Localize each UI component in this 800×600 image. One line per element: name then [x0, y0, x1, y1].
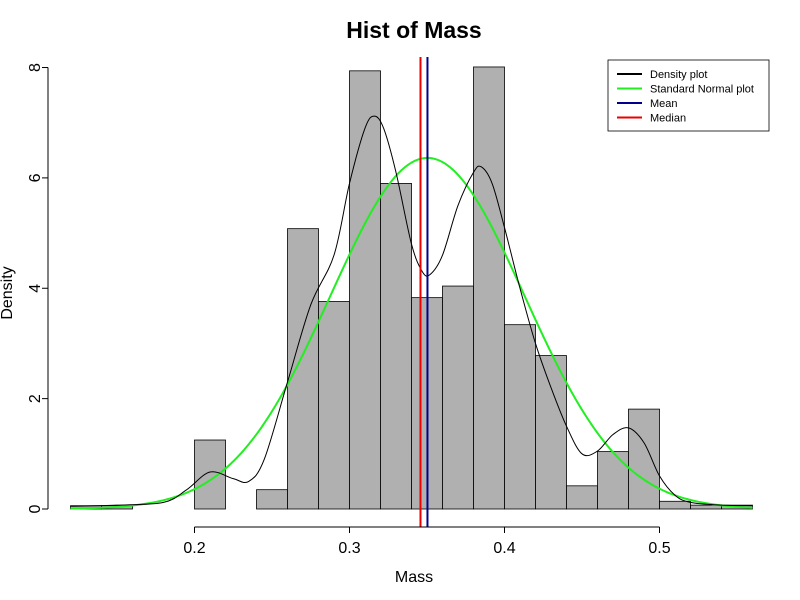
- y-axis-label: Density: [0, 266, 16, 319]
- legend-label: Density plot: [650, 69, 707, 81]
- x-tick-label: 0.5: [648, 540, 670, 557]
- x-tick-label: 0.4: [493, 540, 515, 557]
- histogram-bar: [287, 228, 319, 510]
- y-tick-label: 8: [27, 63, 44, 72]
- normal-curve-line: [70, 156, 753, 510]
- histogram-bar: [349, 70, 381, 510]
- histogram-bar: [597, 451, 629, 510]
- legend-label: Median: [650, 113, 686, 125]
- axes: 0.2 0.3 0.4 0.5 0 2 4 6 8: [27, 63, 671, 557]
- chart-title: Hist of Mass: [346, 17, 481, 43]
- histogram-bar: [659, 500, 691, 510]
- histogram-bar: [566, 485, 598, 510]
- histogram-bar: [380, 183, 412, 510]
- histogram-bar: [194, 439, 226, 510]
- y-tick-label: 0: [27, 504, 44, 513]
- density-curve-line: [70, 115, 753, 507]
- x-axis-label: Mass: [395, 569, 433, 586]
- x-tick-label: 0.3: [338, 540, 360, 557]
- histogram-bar: [504, 324, 536, 510]
- histogram-bar: [318, 301, 350, 510]
- y-tick-label: 4: [27, 284, 44, 293]
- histogram-bar: [473, 66, 505, 510]
- histogram-bar: [256, 489, 288, 510]
- legend-label: Mean: [650, 98, 678, 110]
- histogram-bar: [442, 285, 474, 510]
- legend-label: Standard Normal plot: [650, 84, 754, 96]
- legend-box: [607, 59, 770, 132]
- histogram-bar: [535, 355, 567, 510]
- histogram-bars: [70, 66, 753, 510]
- x-tick-label: 0.2: [183, 540, 205, 557]
- legend: Density plot Standard Normal plot Mean Medi…: [607, 59, 770, 132]
- y-tick-label: 6: [27, 173, 44, 182]
- histogram-bar: [628, 408, 660, 510]
- y-tick-label: 2: [27, 394, 44, 403]
- curves: [70, 57, 753, 527]
